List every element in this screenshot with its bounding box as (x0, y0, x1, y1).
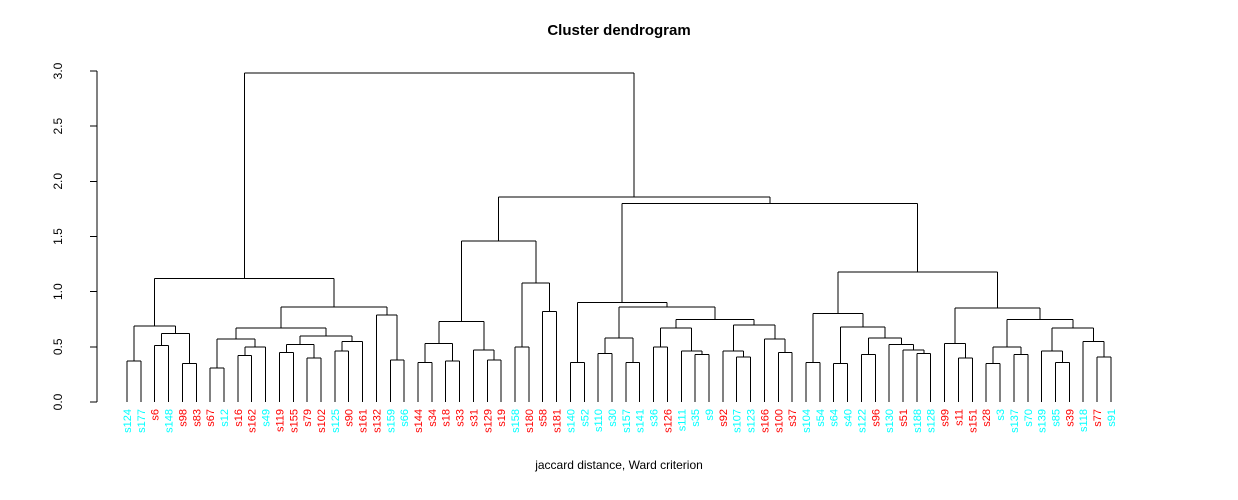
leaf-label-s132: s132 (371, 409, 383, 433)
leaf-label-s54: s54 (815, 409, 827, 427)
leaf-label-s77: s77 (1092, 409, 1104, 427)
leaf-label-s148: s148 (164, 409, 176, 433)
y-tick-label-0.5: 0.5 (51, 338, 65, 355)
leaf-label-s181: s181 (552, 409, 564, 433)
leaf-label-s18: s18 (441, 409, 453, 427)
leaf-label-s159: s159 (385, 409, 397, 433)
leaf-label-s37: s37 (787, 409, 799, 427)
leaf-label-s83: s83 (191, 409, 203, 427)
leaf-label-s180: s180 (524, 409, 536, 433)
leaf-label-s52: s52 (579, 409, 591, 427)
leaf-label-s30: s30 (607, 409, 619, 427)
leaf-label-s158: s158 (510, 409, 522, 433)
leaf-label-s130: s130 (884, 409, 896, 433)
y-axis: 0.0 0.5 1.0 1.5 2.0 2.5 3.0 (51, 62, 98, 410)
y-tick-label-2.5: 2.5 (51, 118, 65, 135)
leaf-label-s67: s67 (205, 409, 217, 427)
leaf-label-s188: s188 (912, 409, 924, 433)
leaf-label-s40: s40 (843, 409, 855, 427)
y-tick-label-1.5: 1.5 (51, 228, 65, 245)
leaf-label-s118: s118 (1078, 409, 1090, 432)
leaf-label-s64: s64 (829, 409, 841, 427)
leaf-label-s49: s49 (261, 409, 273, 427)
leaf-label-s110: s110 (593, 409, 605, 432)
leaf-label-s34: s34 (427, 409, 439, 427)
leaf-label-s102: s102 (316, 409, 328, 433)
leaf-label-s19: s19 (496, 409, 508, 427)
leaf-label-s129: s129 (482, 409, 494, 433)
leaf-label-s66: s66 (399, 409, 411, 427)
leaf-label-s162: s162 (247, 409, 259, 433)
leaf-label-s122: s122 (856, 409, 868, 433)
leaf-label-s107: s107 (732, 409, 744, 433)
leaf-label-s31: s31 (468, 409, 480, 427)
leaf-label-s98: s98 (177, 409, 189, 427)
y-tick-label-2.0: 2.0 (51, 173, 65, 190)
leaf-label-s51: s51 (898, 409, 910, 427)
leaf-label-s33: s33 (455, 409, 467, 427)
leaf-label-s99: s99 (940, 409, 952, 427)
leaf-label-s12: s12 (219, 409, 231, 427)
leaf-label-s124: s124 (122, 409, 134, 433)
y-tick-label-1.0: 1.0 (51, 283, 65, 300)
leaf-label-s85: s85 (1050, 409, 1062, 427)
leaf-label-s58: s58 (538, 409, 550, 427)
leaf-label-s111: s111 (676, 409, 688, 431)
leaf-label-s161: s161 (358, 409, 370, 433)
leaf-label-s157: s157 (621, 409, 633, 433)
leaf-label-s16: s16 (233, 409, 245, 427)
leaf-label-s141: s141 (635, 409, 647, 433)
dendrogram-lines (126, 72, 1112, 402)
leaf-label-s104: s104 (801, 409, 813, 433)
leaf-label-s177: s177 (136, 409, 148, 433)
leaf-label-s128: s128 (926, 409, 938, 433)
leaf-label-s91: s91 (1106, 409, 1118, 427)
leaf-label-s92: s92 (718, 409, 730, 427)
leaf-label-s123: s123 (746, 409, 758, 433)
leaf-label-s125: s125 (330, 409, 342, 433)
leaf-label-s155: s155 (288, 409, 300, 433)
leaf-label-s36: s36 (649, 409, 661, 427)
y-tick-label-0.0: 0.0 (51, 393, 65, 410)
leaf-label-s9: s9 (704, 409, 716, 421)
leaf-label-s39: s39 (1064, 409, 1076, 427)
chart-subtitle: jaccard distance, Ward criterion (535, 458, 703, 472)
leaf-label-s166: s166 (759, 409, 771, 433)
leaf-label-s70: s70 (1023, 409, 1035, 427)
leaf-label-s137: s137 (1009, 409, 1021, 433)
leaf-label-s35: s35 (690, 409, 702, 427)
y-tick-label-3.0: 3.0 (51, 62, 65, 79)
leaf-label-s126: s126 (662, 409, 674, 433)
leaf-label-s6: s6 (150, 409, 162, 421)
leaf-label-s151: s151 (967, 409, 979, 433)
leaf-label-s144: s144 (413, 409, 425, 433)
chart-title: Cluster dendrogram (547, 22, 691, 39)
leaf-labels: s124 s177 s6 s148 s98 s83 s67 s12 s16 s162 s49 s119… (122, 409, 1118, 433)
leaf-label-s11: s11 (953, 409, 965, 426)
leaf-label-s119: s119 (274, 409, 286, 432)
leaf-label-s100: s100 (773, 409, 785, 433)
leaf-label-s140: s140 (565, 409, 577, 433)
leaf-label-s28: s28 (981, 409, 993, 427)
leaf-label-s79: s79 (302, 409, 314, 427)
leaf-label-s139: s139 (1037, 409, 1049, 433)
leaf-label-s90: s90 (344, 409, 356, 427)
leaf-label-s3: s3 (995, 409, 1007, 421)
leaf-label-s96: s96 (870, 409, 882, 427)
